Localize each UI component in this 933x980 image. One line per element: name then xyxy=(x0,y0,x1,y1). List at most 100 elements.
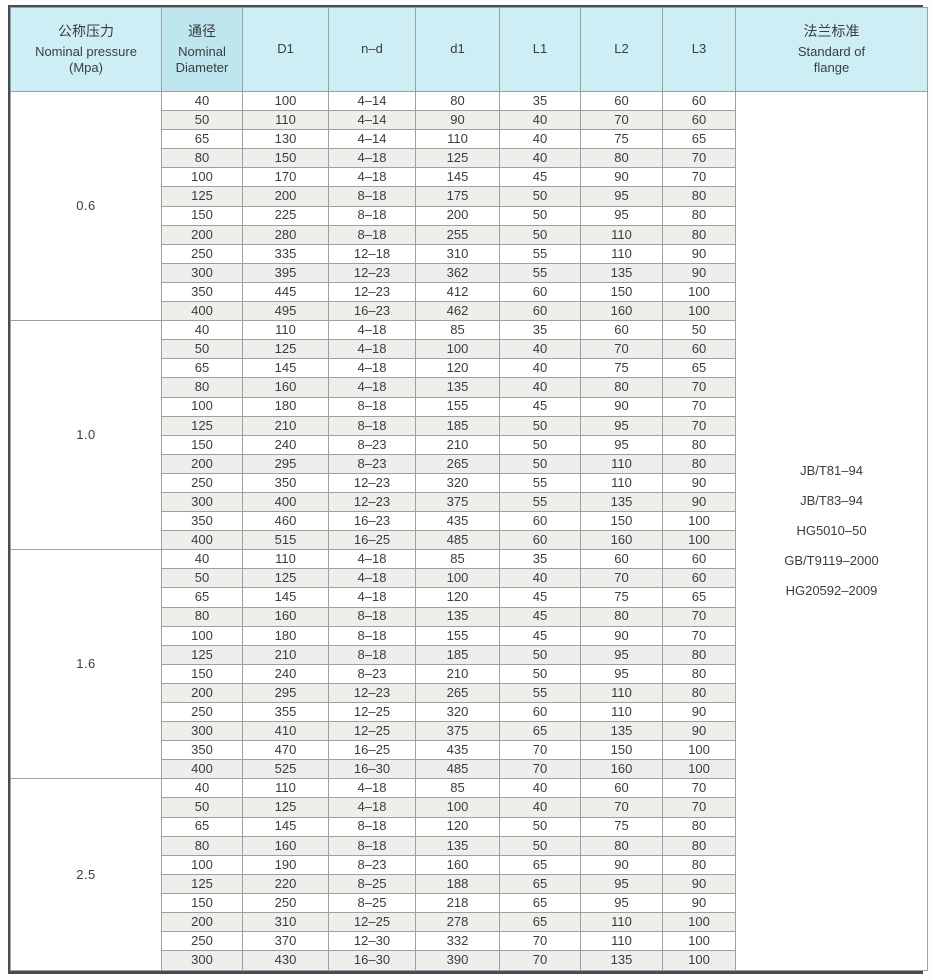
header-nominal-pressure-zh: 公称压力 xyxy=(58,23,114,39)
table-cell: 70 xyxy=(499,759,581,780)
table-cell: 50 xyxy=(161,339,243,360)
table-cell: 40 xyxy=(499,110,581,131)
pressure-group-value: 1.0 xyxy=(10,320,162,551)
header-nominal-diameter-en2: Diameter xyxy=(175,59,229,75)
table-cell: 12–30 xyxy=(328,931,416,952)
table-cell: 170 xyxy=(242,167,329,188)
table-header: 公称压力 Nominal pressure (Mpa) 通径 Nominal D… xyxy=(10,7,928,92)
table-cell: 70 xyxy=(662,606,736,627)
table-cell: 12–23 xyxy=(328,491,416,513)
table-cell: 135 xyxy=(580,491,663,513)
pressure-group-value: 2.5 xyxy=(10,778,162,971)
table-cell: 200 xyxy=(415,205,500,226)
table-cell: 80 xyxy=(580,606,663,627)
table-cell: 320 xyxy=(415,701,500,723)
table-row: 80 160 8–18 135 50 80 80 xyxy=(11,835,928,856)
table-cell: 65 xyxy=(499,721,581,742)
table-cell: 55 xyxy=(499,472,581,493)
table-cell: 525 xyxy=(242,759,329,780)
table-cell: 90 xyxy=(580,854,663,875)
table-cell: 12–25 xyxy=(328,721,416,742)
table-row: 100 190 8–23 160 65 90 80 xyxy=(11,854,928,875)
table-row: 80 160 8–18 135 45 80 70 xyxy=(11,606,928,627)
flange-standards-cell: JB/T81–94 JB/T83–94 HG5010–50 GB/T9119–2000… xyxy=(735,91,928,971)
table-cell: 350 xyxy=(161,281,243,303)
table-row: 65 145 8–18 120 50 75 80 xyxy=(11,816,928,837)
table-cell: 70 xyxy=(580,797,663,818)
table-cell: 200 xyxy=(161,224,243,245)
table-cell: 70 xyxy=(662,778,736,799)
table-cell: 50 xyxy=(499,644,581,665)
table-cell: 75 xyxy=(580,816,663,837)
table-cell: 75 xyxy=(580,358,663,379)
table-cell: 8–18 xyxy=(328,835,416,856)
table-cell: 45 xyxy=(499,606,581,627)
table-cell: 120 xyxy=(415,358,500,379)
header-row: 公称压力 Nominal pressure (Mpa) 通径 Nominal D… xyxy=(10,7,928,92)
table-cell: 65 xyxy=(499,912,581,933)
table-cell: 90 xyxy=(662,892,736,914)
table-cell: 335 xyxy=(242,243,329,264)
table-cell: 150 xyxy=(161,205,243,226)
table-row: 150 240 8–23 210 50 95 80 xyxy=(11,434,928,455)
table-cell: 65 xyxy=(499,892,581,914)
table-cell: 412 xyxy=(415,281,500,303)
table-cell: 60 xyxy=(662,568,736,589)
table-cell: 85 xyxy=(415,778,500,799)
table-cell: 40 xyxy=(161,549,243,570)
table-cell: 8–18 xyxy=(328,205,416,226)
table-cell: 255 xyxy=(415,224,500,245)
table-cell: 300 xyxy=(161,721,243,742)
table-cell: 125 xyxy=(242,797,329,818)
table-cell: 445 xyxy=(242,281,329,303)
table-cell: 110 xyxy=(580,472,663,493)
table-cell: 8–25 xyxy=(328,873,416,894)
table-cell: 90 xyxy=(662,491,736,513)
table-cell: 60 xyxy=(662,90,736,112)
table-cell: 250 xyxy=(242,892,329,914)
table-cell: 100 xyxy=(161,167,243,188)
table-cell: 280 xyxy=(242,224,329,245)
table-cell: 100 xyxy=(161,625,243,646)
table-cell: 485 xyxy=(415,530,500,551)
table-cell: 150 xyxy=(161,892,243,914)
table-cell: 4–18 xyxy=(328,320,416,341)
table-cell: 250 xyxy=(161,931,243,952)
table-cell: 185 xyxy=(415,644,500,665)
table-cell: 45 xyxy=(499,167,581,188)
table-cell: 150 xyxy=(161,663,243,684)
table-cell: 70 xyxy=(580,568,663,589)
table-cell: 250 xyxy=(161,701,243,723)
table-cell: 135 xyxy=(415,606,500,627)
table-cell: 110 xyxy=(580,243,663,264)
table-cell: 80 xyxy=(662,816,736,837)
table-cell: 400 xyxy=(161,301,243,322)
table-cell: 8–18 xyxy=(328,224,416,245)
table-cell: 462 xyxy=(415,301,500,322)
table-cell: 35 xyxy=(499,549,581,570)
table-cell: 375 xyxy=(415,491,500,513)
header-flange-standard: 法兰标准 Standard of flange xyxy=(735,7,928,92)
header-d1-small: d1 xyxy=(415,7,500,92)
table-cell: 515 xyxy=(242,530,329,551)
header-flange-standard-zh: 法兰标准 xyxy=(803,23,860,39)
table-row: 400 525 16–30 485 70 160 100 xyxy=(11,759,928,780)
table-cell: 135 xyxy=(415,377,500,398)
table-cell: 100 xyxy=(415,339,500,360)
header-nominal-pressure-unit: (Mpa) xyxy=(69,59,103,75)
table-cell: 295 xyxy=(242,682,329,704)
table-cell: 350 xyxy=(242,472,329,493)
table-cell: 175 xyxy=(415,186,500,207)
table-cell: 125 xyxy=(161,873,243,894)
table-cell: 300 xyxy=(161,491,243,513)
table-cell: 4–14 xyxy=(328,129,416,150)
table-cell: 4–14 xyxy=(328,90,416,112)
table-cell: 145 xyxy=(242,587,329,608)
table-cell: 35 xyxy=(499,320,581,341)
table-row: 50 125 4–18 100 40 70 70 xyxy=(11,797,928,818)
table-row: 350 445 12–23 412 60 150 100 xyxy=(11,281,928,303)
table-cell: 75 xyxy=(580,587,663,608)
table-cell: 4–18 xyxy=(328,167,416,188)
table-cell: 8–18 xyxy=(328,186,416,207)
